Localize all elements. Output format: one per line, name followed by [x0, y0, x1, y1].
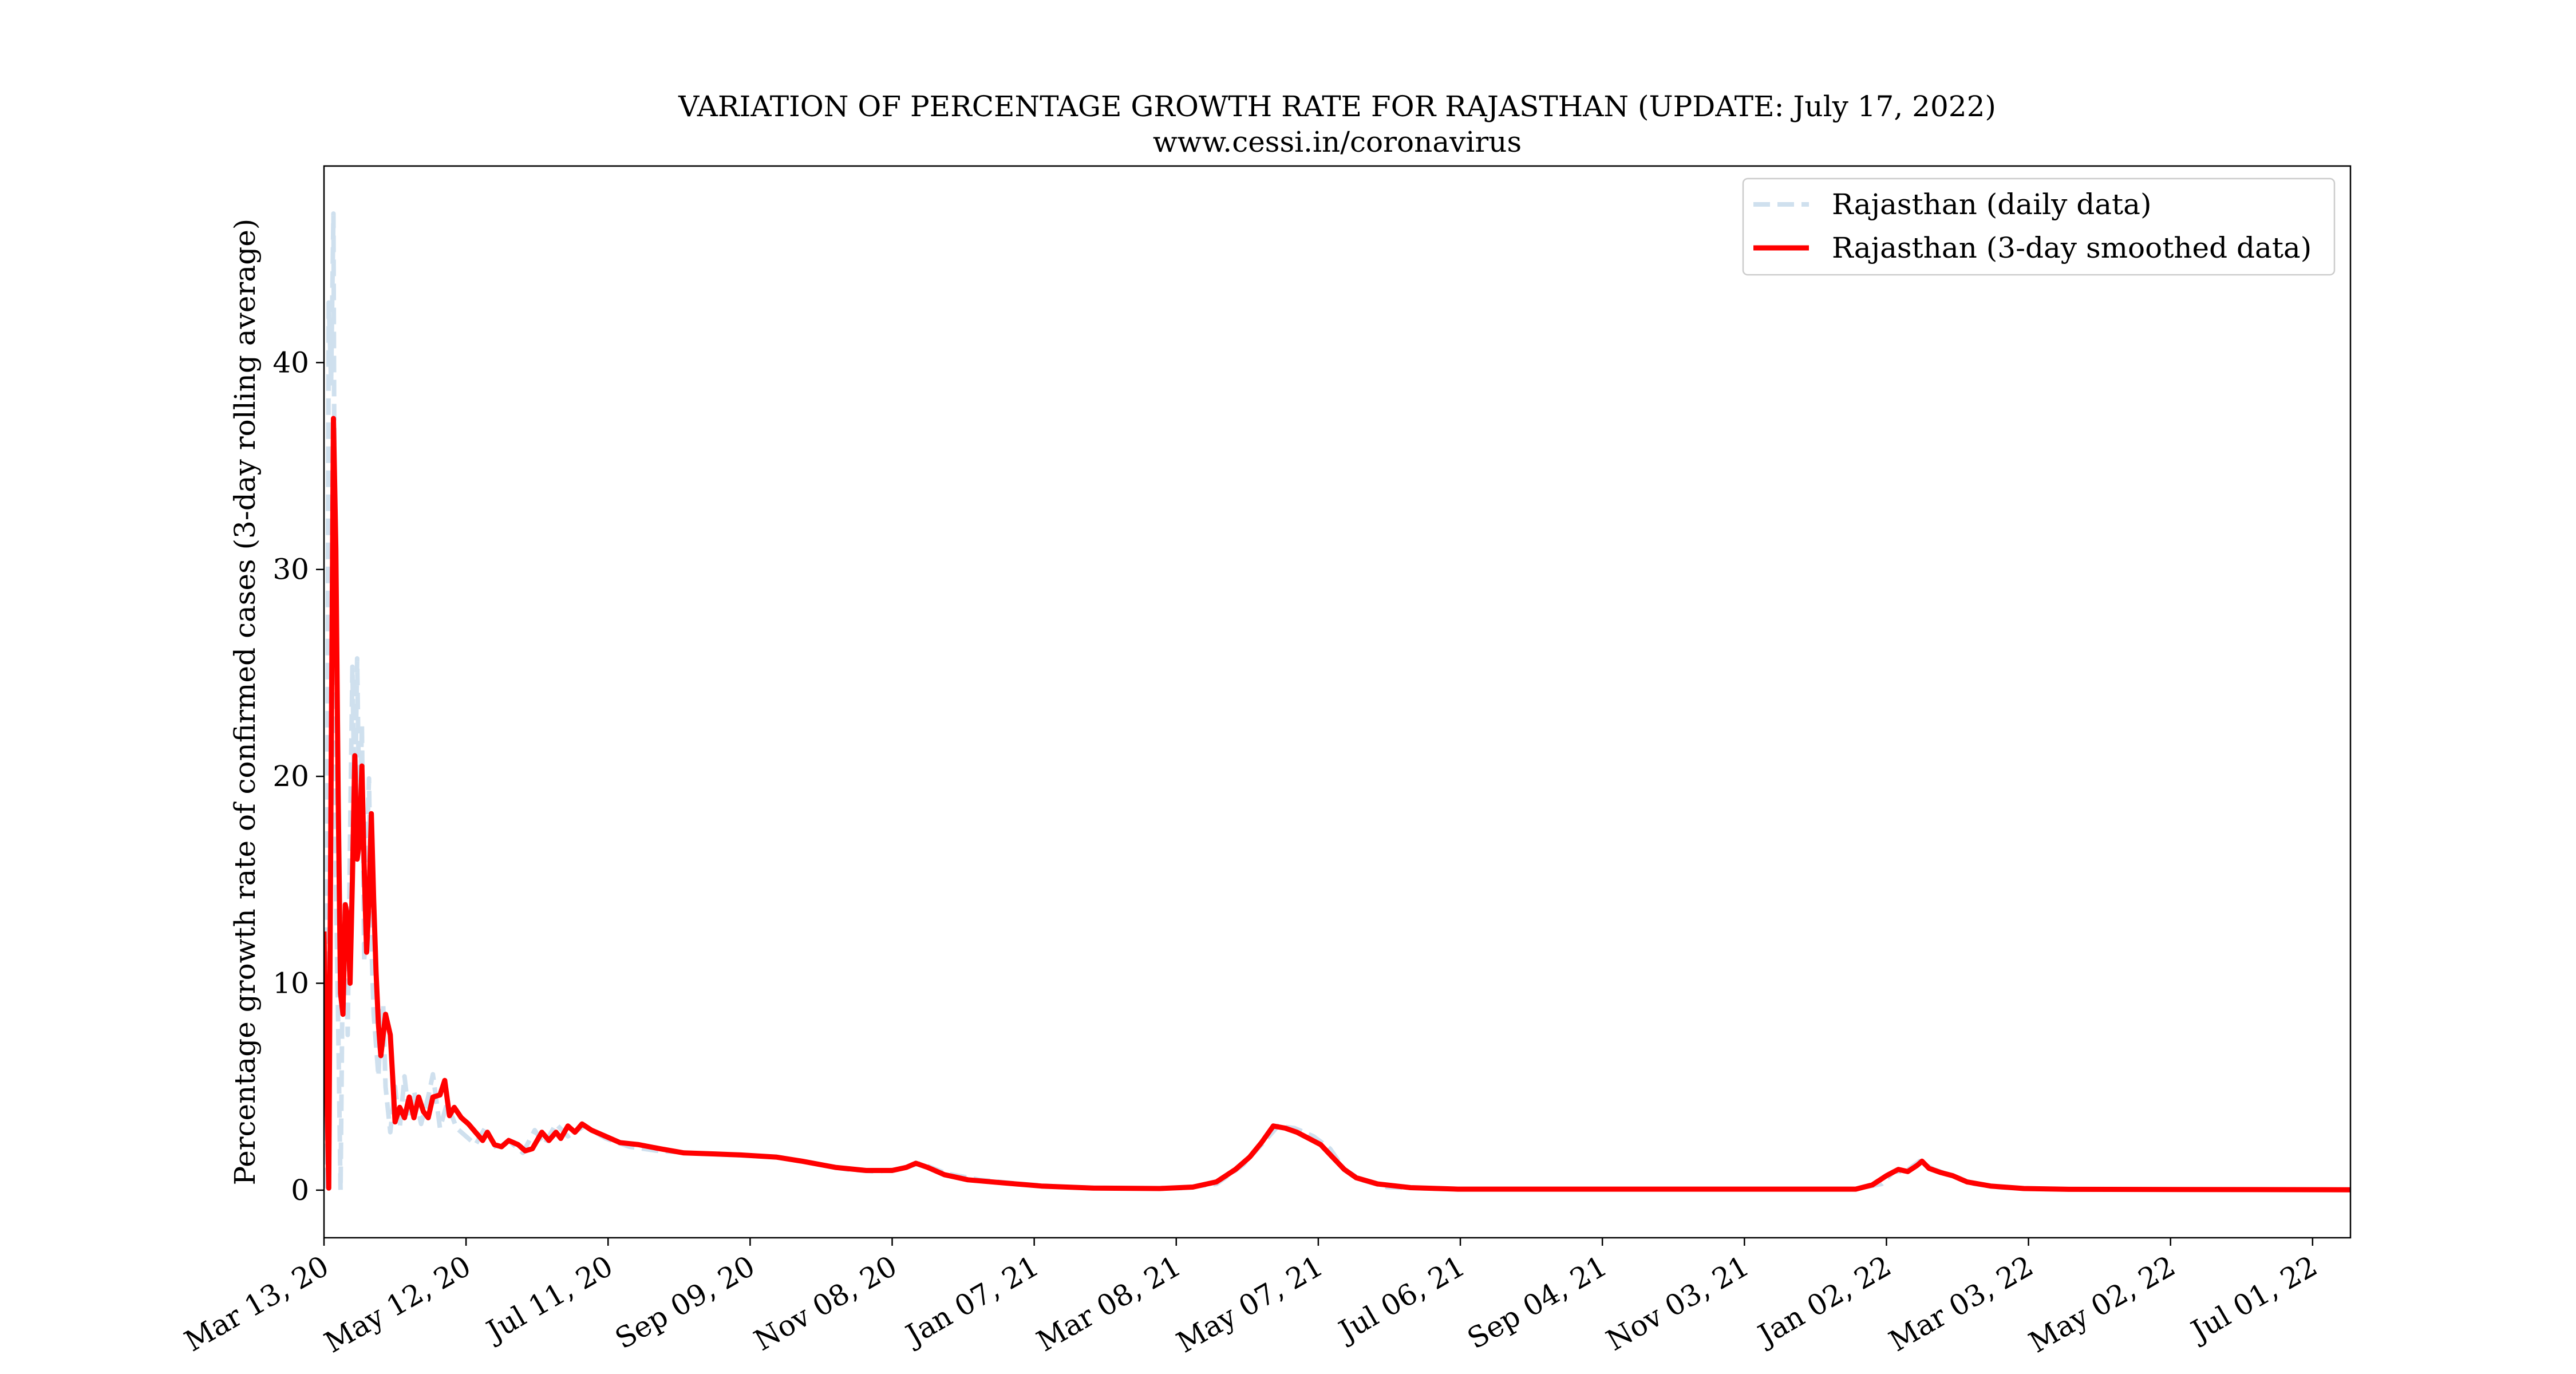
chart-title-group: VARIATION OF PERCENTAGE GROWTH RATE FOR …	[678, 90, 1996, 159]
plot-area	[323, 165, 2352, 1239]
y-tick-label: 20	[272, 760, 309, 793]
legend-label-smoothed: Rajasthan (3-day smoothed data)	[1832, 231, 2312, 264]
y-axis-label: Percentage growth rate of confirmed case…	[228, 219, 262, 1186]
x-tick-label: Nov 03, 21	[1601, 1249, 1755, 1357]
legend: Rajasthan (daily data) Rajasthan (3-day …	[1742, 177, 2336, 276]
chart-subtitle: www.cessi.in/coronavirus	[1153, 125, 1522, 159]
series-line-daily	[324, 211, 2350, 1193]
x-tick-label: Mar 03, 22	[1883, 1249, 2038, 1358]
series-layer	[324, 211, 2350, 1193]
legend-box	[1742, 177, 2336, 276]
x-tick-label: May 12, 20	[319, 1249, 476, 1359]
plot-frame	[323, 165, 2352, 1239]
x-tick-label: May 02, 22	[2024, 1249, 2181, 1359]
x-tick-label: May 07, 21	[1171, 1249, 1329, 1359]
y-tick-label: 0	[291, 1174, 309, 1207]
y-tick-label: 40	[272, 346, 309, 379]
x-tick-label: Jan 07, 21	[898, 1249, 1045, 1353]
y-axis: 0 10 20 30 40	[272, 346, 324, 1207]
x-tick-label: Nov 08, 20	[749, 1249, 903, 1357]
legend-label-daily: Rajasthan (daily data)	[1832, 188, 2151, 221]
x-tick-label: Jul 01, 22	[2183, 1249, 2323, 1349]
y-tick-label: 10	[272, 966, 309, 1000]
chart-title: VARIATION OF PERCENTAGE GROWTH RATE FOR …	[678, 90, 1996, 123]
x-tick-label: Mar 08, 21	[1031, 1249, 1186, 1358]
x-tick-label: Mar 13, 20	[179, 1249, 334, 1358]
x-tick-label: Sep 04, 21	[1462, 1249, 1613, 1356]
y-tick-label: 30	[272, 553, 309, 586]
x-tick-label: Sep 09, 20	[610, 1249, 761, 1356]
x-tick-label: Jan 02, 22	[1751, 1249, 1897, 1353]
x-tick-label: Jul 11, 20	[479, 1249, 618, 1349]
x-tick-label: Jul 06, 21	[1331, 1249, 1471, 1349]
series-line-smoothed	[324, 416, 2350, 1193]
